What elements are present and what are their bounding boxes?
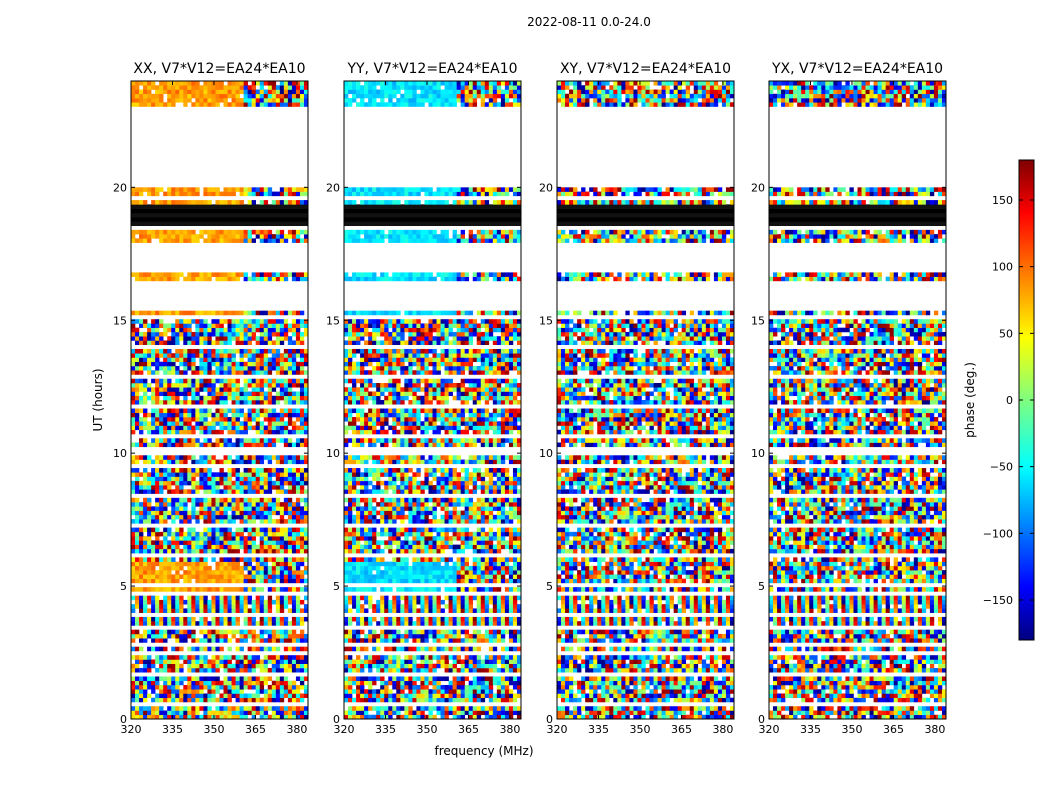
x-tick-label: 380: [286, 723, 307, 736]
x-tick-label: 365: [458, 723, 479, 736]
x-axis-label: frequency (MHz): [434, 744, 533, 758]
panels-group: XX, V7*V12=EA24*EA10 320 335 350 365 380 0 5 10 1…: [113, 61, 947, 736]
x-tick-label: 335: [162, 723, 183, 736]
x-tick-label: 380: [924, 723, 945, 736]
x-tick-label: 320: [121, 723, 142, 736]
panel-title: YX, V7*V12=EA24*EA10: [771, 61, 943, 77]
y-tick-label: 15: [113, 314, 127, 327]
phase-heatmap-yy: [344, 81, 521, 719]
colorbar: −150 −100 −50 0 50 100 150: [983, 159, 1035, 641]
x-tick-label: 350: [416, 723, 437, 736]
phase-heatmap-yx: [769, 81, 946, 719]
x-tick-label: 350: [841, 723, 862, 736]
panel-yy: YY, V7*V12=EA24*EA10 320 335 350 365 380 0 5 10 1…: [326, 61, 522, 736]
y-tick-label: 5: [546, 580, 553, 593]
x-tick-label: 320: [759, 723, 780, 736]
panel-frame: [130, 80, 309, 720]
y-tick-label: 0: [333, 713, 340, 726]
y-tick-label: 15: [326, 314, 340, 327]
colorbar-tick-label: 50: [999, 327, 1013, 340]
phase-heatmap-xy: [557, 81, 734, 719]
y-tick-label: 20: [326, 181, 340, 194]
x-tick-label: 365: [883, 723, 904, 736]
colorbar-tick-label: 0: [1006, 394, 1013, 407]
colorbar-tick-label: −50: [990, 461, 1013, 474]
x-tick-label: 365: [245, 723, 266, 736]
y-tick-label: 10: [326, 447, 340, 460]
x-tick-label: 350: [629, 723, 650, 736]
x-tick-label: 320: [334, 723, 355, 736]
colorbar-tick-label: 100: [992, 261, 1013, 274]
y-tick-label: 5: [333, 580, 340, 593]
y-tick-label: 0: [546, 713, 553, 726]
y-tick-label: 0: [758, 713, 765, 726]
colorbar-label: phase (deg.): [963, 362, 977, 438]
y-tick-label: 15: [751, 314, 765, 327]
y-tick-label: 5: [758, 580, 765, 593]
panel-xx: XX, V7*V12=EA24*EA10 320 335 350 365 380 0 5 10 1…: [113, 61, 309, 736]
colorbar-tick-label: −150: [983, 594, 1013, 607]
panel-xy: XY, V7*V12=EA24*EA10 320 335 350 365 380 0 5 10 1…: [539, 61, 735, 736]
panel-frame: [768, 80, 947, 720]
y-tick-label: 0: [120, 713, 127, 726]
y-tick-label: 20: [539, 181, 553, 194]
x-tick-label: 380: [499, 723, 520, 736]
x-tick-label: 335: [800, 723, 821, 736]
y-tick-label: 5: [120, 580, 127, 593]
x-tick-label: 365: [671, 723, 692, 736]
y-axis-label: UT (hours): [91, 368, 105, 431]
x-tick-label: 380: [712, 723, 733, 736]
x-tick-label: 350: [203, 723, 224, 736]
panel-frame: [343, 80, 522, 720]
x-tick-label: 320: [547, 723, 568, 736]
panel-title: XX, V7*V12=EA24*EA10: [133, 61, 305, 77]
y-tick-label: 10: [539, 447, 553, 460]
y-tick-label: 20: [751, 181, 765, 194]
y-tick-label: 10: [113, 447, 127, 460]
colorbar-tick-label: 150: [992, 194, 1013, 207]
panel-title: XY, V7*V12=EA24*EA10: [560, 61, 731, 77]
phase-heatmap-xx: [131, 81, 308, 719]
panel-frame: [556, 80, 735, 720]
y-tick-label: 20: [113, 181, 127, 194]
x-tick-label: 335: [375, 723, 396, 736]
x-tick-label: 335: [588, 723, 609, 736]
y-tick-label: 10: [751, 447, 765, 460]
colorbar-tick-label: −100: [983, 527, 1013, 540]
panel-title: YY, V7*V12=EA24*EA10: [346, 61, 517, 77]
figure-title: 2022-08-11 0.0-24.0: [527, 15, 651, 29]
y-tick-label: 15: [539, 314, 553, 327]
panel-yx: YX, V7*V12=EA24*EA10 320 335 350 365 380 0 5 10 1…: [751, 61, 947, 736]
